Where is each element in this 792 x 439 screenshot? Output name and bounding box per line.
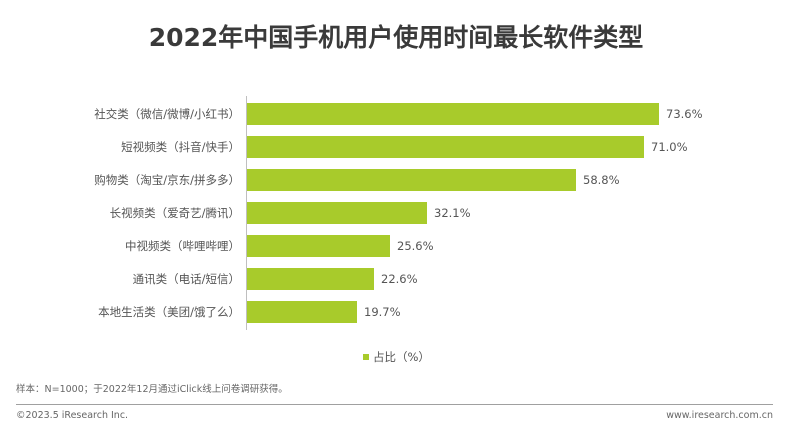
bar-row: 长视频类（爱奇艺/腾讯） 32.1% <box>0 202 792 224</box>
value-label: 22.6% <box>381 272 418 286</box>
category-label: 本地生活类（美团/饿了么） <box>98 305 240 319</box>
bar <box>247 301 357 323</box>
chart-title: 2022年中国手机用户使用时间最长软件类型 <box>148 23 644 52</box>
bar-chart: 社交类（微信/微博/小红书） 73.6% 短视频类（抖音/快手） 71.0% 购… <box>0 96 792 330</box>
copyright: ©2023.5 iResearch Inc. <box>16 410 129 421</box>
bar <box>247 136 644 158</box>
value-label: 73.6% <box>666 107 703 121</box>
bar-row: 中视频类（哔哩哔哩） 25.6% <box>0 235 792 257</box>
bar-row: 社交类（微信/微博/小红书） 73.6% <box>0 103 792 125</box>
bar-row: 本地生活类（美团/饿了么） 19.7% <box>0 301 792 323</box>
value-label: 25.6% <box>397 239 434 253</box>
value-label: 19.7% <box>364 305 401 319</box>
category-label: 通讯类（电话/短信） <box>132 272 240 286</box>
legend: 占比（%） <box>363 349 430 365</box>
website-url: www.iresearch.com.cn <box>666 410 773 421</box>
bar <box>247 268 374 290</box>
footer-divider <box>16 404 773 405</box>
bar <box>247 235 390 257</box>
bar <box>247 202 427 224</box>
legend-label: 占比（%） <box>373 350 430 364</box>
bar-row: 购物类（淘宝/京东/拼多多） 58.8% <box>0 169 792 191</box>
category-label: 长视频类（爱奇艺/腾讯） <box>109 206 240 220</box>
bar-row: 通讯类（电话/短信） 22.6% <box>0 268 792 290</box>
category-label: 中视频类（哔哩哔哩） <box>125 239 240 253</box>
category-label: 购物类（淘宝/京东/拼多多） <box>94 173 240 187</box>
y-axis-line <box>246 96 247 330</box>
value-label: 71.0% <box>651 140 688 154</box>
value-label: 32.1% <box>434 206 471 220</box>
category-label: 短视频类（抖音/快手） <box>121 140 240 154</box>
sample-note: 样本：N=1000；于2022年12月通过iClick线上问卷调研获得。 <box>16 384 288 395</box>
bar <box>247 103 659 125</box>
legend-swatch-icon <box>363 353 369 360</box>
category-label: 社交类（微信/微博/小红书） <box>94 107 240 121</box>
bar <box>247 169 576 191</box>
bar-row: 短视频类（抖音/快手） 71.0% <box>0 136 792 158</box>
value-label: 58.8% <box>583 173 620 187</box>
